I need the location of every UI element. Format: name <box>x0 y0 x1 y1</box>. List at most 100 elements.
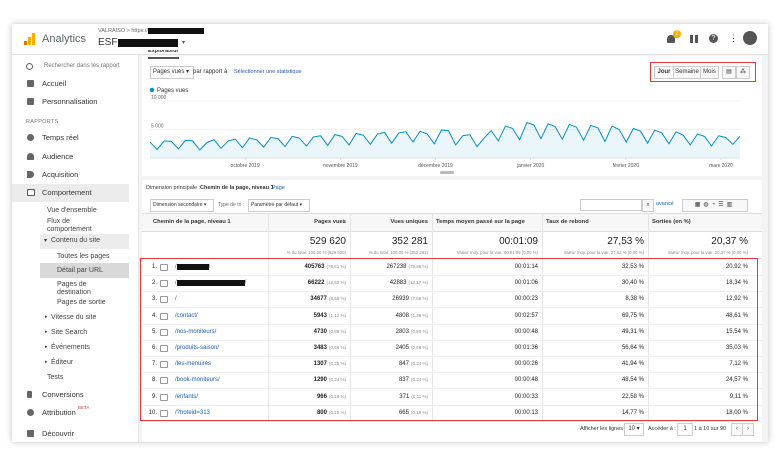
metric-cell: 48,61 % <box>725 312 748 319</box>
column-header: Chemin de la page, niveau 1 <box>153 219 231 225</box>
search-box[interactable]: Rechercher dans les rapport <box>44 63 120 69</box>
metric-cell: 00:00:13 <box>514 409 538 416</box>
pageviews: 5943 <box>313 312 327 319</box>
search-icon <box>26 63 33 70</box>
row-index: 2. <box>151 280 157 287</box>
secondary-dimension-select[interactable]: Dimension secondaire ▾ <box>150 199 214 212</box>
path-part: / <box>244 280 247 287</box>
nav-subitem[interactable]: Flux de comportement <box>47 218 92 233</box>
chart-type-button[interactable]: ⁂ <box>736 66 750 79</box>
property-name[interactable]: ESF <box>98 37 118 48</box>
metric-cell: 20,92 % <box>725 264 748 270</box>
page-path[interactable]: /les-menuires <box>175 361 211 367</box>
dropdown-caret[interactable]: ▾ <box>182 40 186 46</box>
page-path[interactable]: // <box>175 280 247 287</box>
advanced-link[interactable]: avancé <box>656 201 674 207</box>
path-part: / <box>208 264 211 270</box>
unique-views: 837 <box>398 377 409 384</box>
percent-of-total: (1,12 %) <box>328 312 346 318</box>
page-path[interactable]: / <box>175 296 177 302</box>
pageviews: 3483 <box>313 345 327 351</box>
metric-cell: 32,53 % <box>621 264 644 270</box>
nav-subitem-active[interactable]: Détail par URL <box>57 267 103 274</box>
path-part: / <box>175 296 177 303</box>
legend-marker <box>149 87 155 93</box>
page-path[interactable]: /enfants/ <box>175 394 198 400</box>
alt-dimension-link[interactable]: Page <box>272 185 285 191</box>
metric-cell: 665 (0,19 %) <box>350 410 428 416</box>
logo-bar <box>24 41 27 45</box>
primary-dimension: Chemin de la page, niveau 1 <box>200 185 274 191</box>
attribution-icon <box>27 409 34 416</box>
home-icon <box>27 80 34 87</box>
nav-item[interactable]: Attribution <box>42 408 76 417</box>
avatar[interactable] <box>743 31 757 45</box>
section-label: RAPPORTS <box>26 119 59 125</box>
nav-item[interactable]: Temps réel <box>42 133 79 142</box>
nav-item[interactable]: Personnalisation <box>42 97 98 106</box>
nav-item[interactable]: Comportement <box>42 188 92 197</box>
sort-label: Type de tri : <box>218 202 245 208</box>
nav-item[interactable]: Découvrir <box>42 429 75 438</box>
table-search[interactable] <box>580 199 642 211</box>
select-metric-link[interactable]: Sélectionner une statistique <box>234 69 302 75</box>
nav-item[interactable]: Conversions <box>42 390 84 399</box>
page-path[interactable]: /nos-moniteurs/ <box>175 329 216 335</box>
help-icon[interactable]: ? <box>709 34 718 43</box>
metric-cell: 371 (0,11 %) <box>350 394 428 400</box>
search-button[interactable]: ⌕ <box>642 199 654 212</box>
breadcrumb[interactable]: VALRAISO > https:// <box>98 28 148 34</box>
metric-cell: 00:00:48 <box>514 377 538 384</box>
goto-input[interactable]: 1 <box>677 423 693 436</box>
nav-subitem[interactable]: Toutes les pages <box>57 253 110 260</box>
nav-subitem[interactable]: Pages de sortie <box>57 299 106 306</box>
metric-cell: 4808 (1,36 %) <box>350 313 428 319</box>
nav-subitem[interactable]: Tests <box>47 374 64 381</box>
tab[interactable]: Explorateur <box>148 50 179 59</box>
metric-cell: 14,77 % <box>621 409 644 416</box>
compare-label: par rapport à <box>193 69 228 75</box>
column-header: Temps moyen passé sur la page <box>436 219 525 225</box>
column-divider <box>432 213 433 421</box>
nav-item[interactable]: Accueil <box>42 79 67 88</box>
metric-cell: 48,54 % <box>621 377 644 384</box>
sort-select[interactable]: Paramètre par défaut ▾ <box>248 199 310 212</box>
page-path[interactable]: // <box>175 264 210 270</box>
apps-icon[interactable] <box>690 35 698 43</box>
nav-subitem[interactable]: Pages de destination <box>57 281 91 296</box>
more-icon[interactable]: ⋮ <box>729 33 738 43</box>
next-page[interactable]: › <box>742 423 754 436</box>
rows-select[interactable]: 10 ▾ <box>624 423 644 436</box>
page-path[interactable]: /produits-saison/ <box>175 345 219 351</box>
page-path[interactable]: /book-moniteurs/ <box>175 377 220 383</box>
nav-subitem[interactable]: Contenu du site <box>51 237 101 244</box>
logo-bar <box>32 33 35 45</box>
metric-select[interactable]: Pages vues ▾ <box>150 66 194 79</box>
notifications-icon[interactable] <box>667 35 675 43</box>
metric-cell: 00:02:57 <box>514 312 538 319</box>
nav-subitem[interactable]: Éditeur <box>51 359 74 366</box>
nav-item[interactable]: Acquisition <box>42 170 79 179</box>
x-tick-label: octobre 2019 <box>231 163 260 169</box>
metric-cell: 405763 (76,61 %) <box>268 264 346 270</box>
nav-item[interactable]: Audience <box>42 152 74 161</box>
nav-subitem[interactable]: Vue d'ensemble <box>47 207 97 214</box>
column-header: Taux de rebond <box>546 219 589 225</box>
redaction <box>118 39 178 47</box>
notification-badge: 2 <box>673 30 681 38</box>
view-buttons[interactable]: ▦◍◔☰▥ <box>682 199 748 212</box>
nav-subitem[interactable]: Vitesse du site <box>51 314 97 321</box>
row-index: 8. <box>151 377 157 384</box>
period-button[interactable]: Mois <box>700 66 719 79</box>
chart-type-button[interactable]: ▤ <box>722 66 736 79</box>
percent-of-total: (0,18 %) <box>328 393 346 399</box>
row-index: 6. <box>151 345 157 351</box>
page-path[interactable]: /?hoteid=313 <box>175 410 210 416</box>
row-icon <box>160 393 168 401</box>
nav-subitem[interactable]: Événements <box>51 344 90 351</box>
page-path[interactable]: /contact/ <box>175 313 198 319</box>
percent-of-total: (12,50 %) <box>326 280 346 286</box>
row-icon <box>160 296 168 304</box>
nav-subitem[interactable]: Site Search <box>51 329 88 336</box>
